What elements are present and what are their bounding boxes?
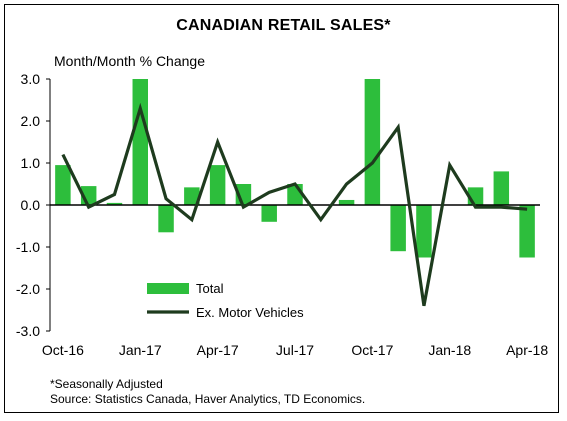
x-tick-label: Apr-18	[506, 342, 548, 358]
bar-Feb-17	[158, 205, 174, 233]
x-tick-label: Jan-18	[428, 342, 471, 358]
x-tick-label: Jul-17	[276, 342, 314, 358]
y-tick-label: 0.0	[21, 197, 41, 213]
legend-label-ex-motor: Ex. Motor Vehicles	[196, 305, 304, 320]
bar-Mar-18	[493, 171, 510, 205]
y-tick-label: 2.0	[21, 113, 41, 129]
bar-Oct-17	[364, 79, 381, 205]
bar-Jan-17	[132, 79, 148, 205]
x-tick-label: Jan-17	[119, 342, 162, 358]
bar-Dec-16	[106, 202, 123, 205]
y-tick-label: 3.0	[21, 71, 41, 87]
x-tick-label: Apr-17	[197, 342, 239, 358]
bar-Oct-16	[55, 165, 71, 205]
y-tick-label: 1.0	[21, 155, 41, 171]
chart-frame	[4, 4, 559, 413]
y-tick-label: -3.0	[16, 323, 40, 339]
x-tick-label: Oct-16	[42, 342, 84, 358]
bar-Sep-17	[338, 199, 355, 205]
legend-swatch-total	[147, 283, 189, 294]
bar-Apr-18	[519, 205, 535, 258]
y-tick-label: -2.0	[16, 281, 40, 297]
bar-Nov-17	[390, 205, 406, 252]
bar-Mar-17	[184, 187, 200, 205]
legend-label-total: Total	[196, 281, 224, 296]
footnote: *Seasonally Adjusted	[50, 377, 163, 391]
y-axis-label: Month/Month % Change	[54, 53, 205, 69]
bar-Dec-17	[416, 205, 432, 258]
chart-title: CANADIAN RETAIL SALES*	[176, 17, 391, 34]
bar-Apr-17	[209, 165, 226, 205]
bar-Jun-17	[261, 205, 277, 222]
source-note: Source: Statistics Canada, Haver Analyti…	[50, 392, 366, 406]
x-tick-label: Oct-17	[351, 342, 393, 358]
line-ex-motor-vehicles	[61, 102, 528, 307]
y-tick-label: -1.0	[16, 239, 40, 255]
